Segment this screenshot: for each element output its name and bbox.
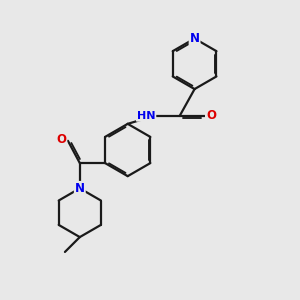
Text: O: O <box>56 133 66 146</box>
Text: N: N <box>75 182 85 195</box>
Text: N: N <box>190 32 200 45</box>
Text: O: O <box>206 109 216 122</box>
Text: HN: HN <box>137 111 155 121</box>
